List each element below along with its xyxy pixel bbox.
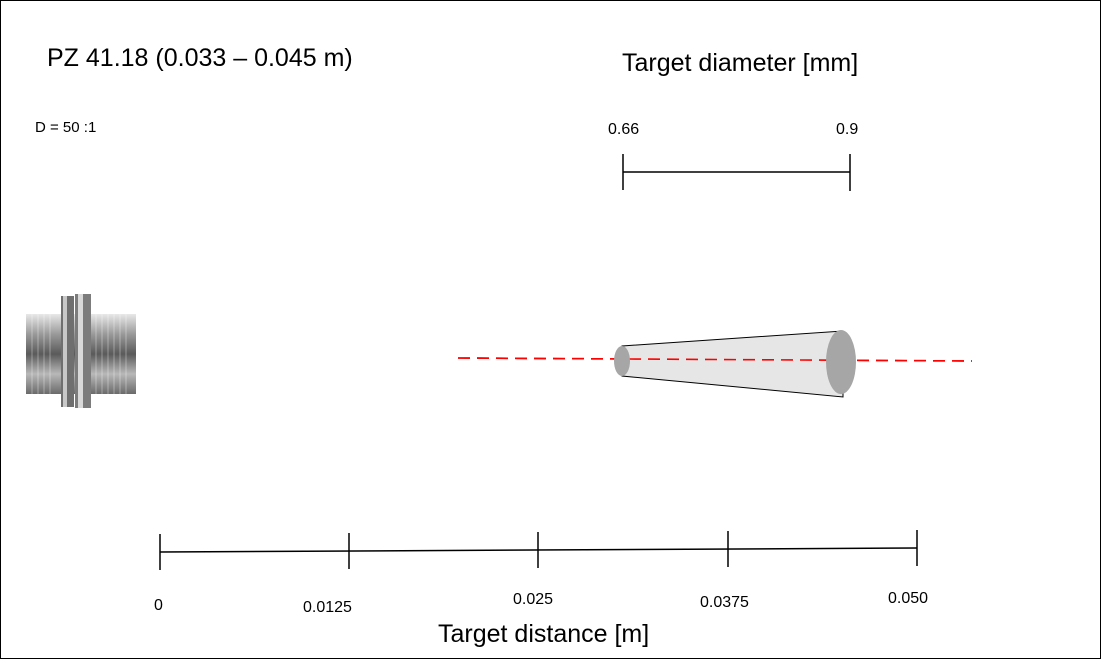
diameter-axis-title: Target diameter [mm]: [622, 49, 858, 77]
spot-near-ellipse: [614, 346, 630, 376]
optical-axis-line-overlay: [457, 357, 973, 362]
distance-tick-label-0: 0: [154, 597, 163, 614]
distance-tick-label-2: 0.025: [513, 591, 553, 608]
diameter-tick-label-far: 0.9: [836, 121, 858, 138]
distance-tick-label-4: 0.050: [888, 590, 928, 607]
spot-far-ellipse: [826, 330, 856, 394]
distance-axis-title: Target distance [m]: [438, 620, 649, 648]
distance-tick-label-1: 0.0125: [303, 599, 352, 616]
distance-tick-label-3: 0.0375: [700, 594, 749, 611]
measuring-cone: [621, 330, 844, 398]
diagram-title: PZ 41.18 (0.033 – 0.045 m): [47, 44, 353, 72]
distance-ratio-label: D = 50 :1: [35, 119, 96, 136]
diameter-tick-label-near: 0.66: [608, 121, 639, 138]
pyrometer-sensor-icon: [26, 294, 136, 408]
